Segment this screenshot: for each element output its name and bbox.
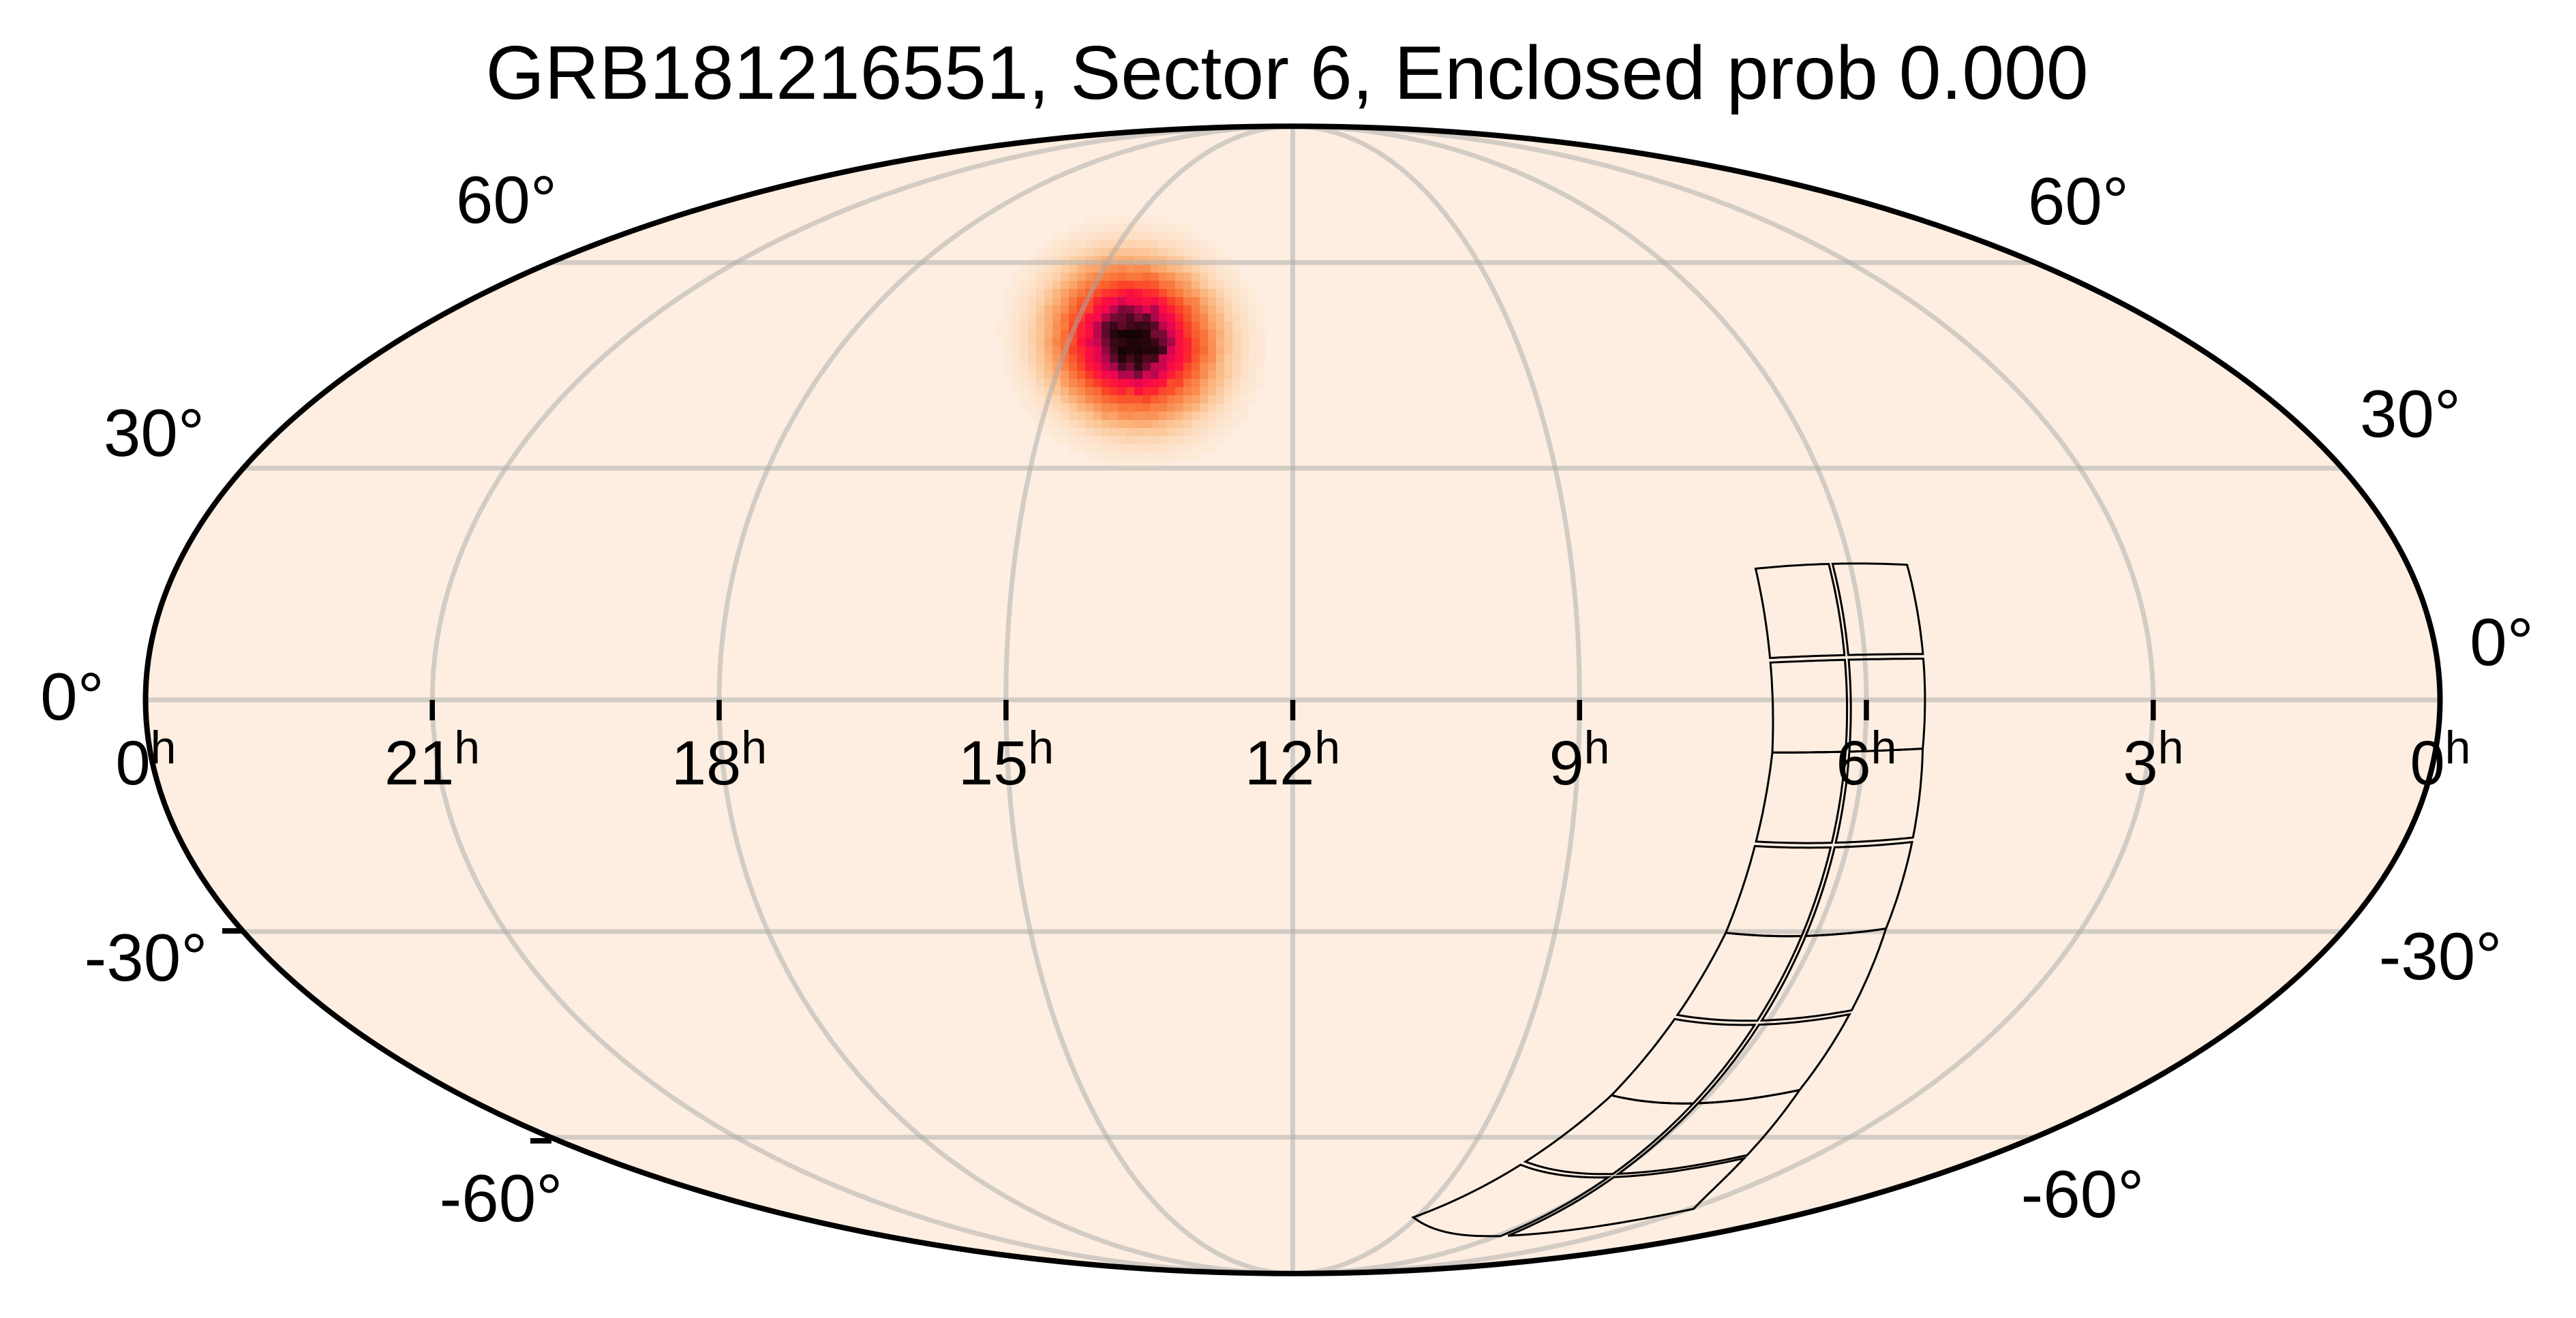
svg-text:GRB181216551, Sector 6, Enclos: GRB181216551, Sector 6, Enclosed prob 0.… — [485, 31, 2088, 115]
svg-text:0°: 0° — [40, 659, 104, 734]
svg-text:60°: 60° — [2028, 164, 2129, 239]
svg-text:-60°: -60° — [2021, 1156, 2145, 1231]
svg-text:0°: 0° — [2470, 604, 2534, 679]
svg-text:-30°: -30° — [2379, 919, 2502, 994]
svg-text:0h: 0h — [2410, 722, 2471, 798]
svg-text:60°: 60° — [456, 162, 557, 237]
svg-text:30°: 30° — [104, 395, 204, 470]
svg-text:-60°: -60° — [440, 1161, 563, 1236]
svg-text:-30°: -30° — [85, 920, 208, 995]
svg-text:30°: 30° — [2360, 376, 2461, 451]
